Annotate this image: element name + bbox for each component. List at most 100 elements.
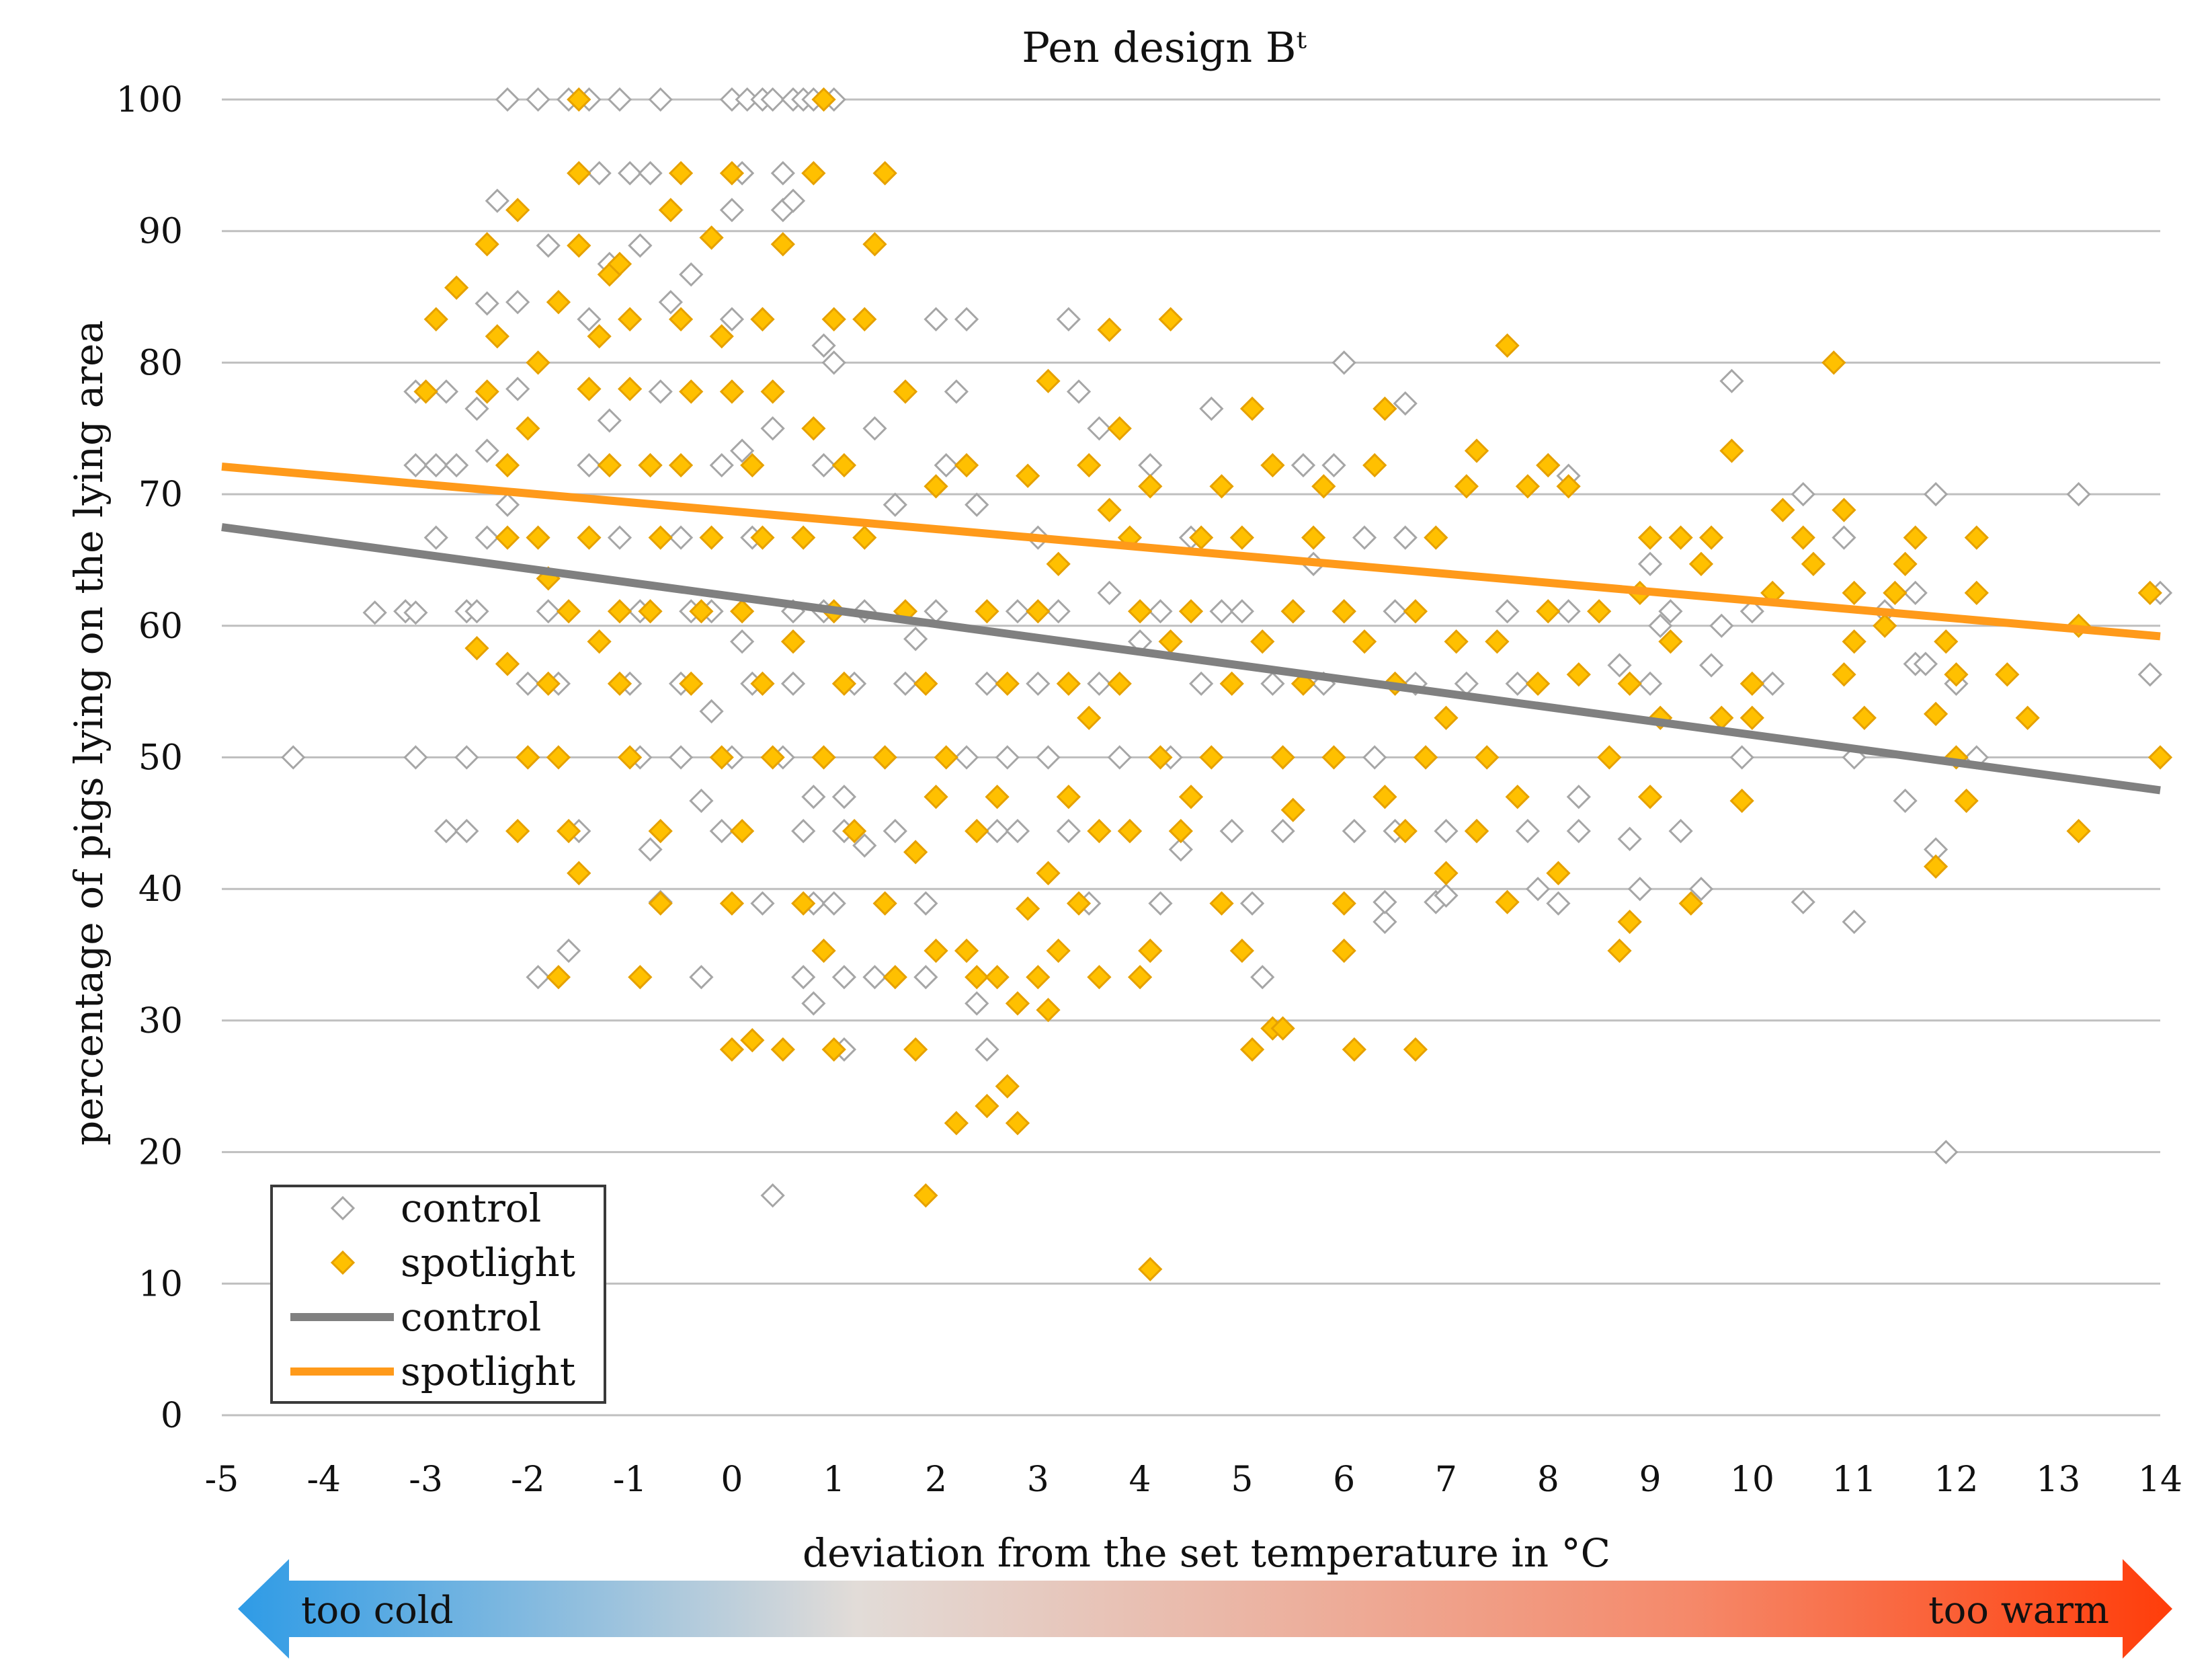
data-point-control (526, 965, 550, 990)
data-point-control (1321, 452, 1346, 478)
data-point-spotlight (699, 225, 724, 250)
data-point-control (618, 161, 643, 186)
y-tick-label: 40 (138, 869, 183, 910)
data-point-spotlight (1016, 463, 1040, 488)
data-point-control (444, 452, 469, 478)
data-point-control (2066, 481, 2091, 507)
data-point-spotlight (719, 1037, 745, 1062)
data-point-spotlight (893, 379, 918, 404)
data-point-control (1434, 883, 1459, 908)
data-point-control (1373, 910, 1397, 935)
data-point-spotlight (903, 840, 928, 865)
data-point-control (1699, 653, 1724, 678)
data-point-control (1026, 671, 1051, 697)
data-point-spotlight (1046, 939, 1071, 963)
data-point-control (1688, 877, 1714, 902)
data-point-spotlight (1352, 629, 1377, 654)
x-tick-label: 13 (2036, 1460, 2080, 1500)
data-point-spotlight (1873, 613, 1897, 638)
data-point-control (403, 600, 428, 625)
data-point-spotlight (1301, 525, 1326, 550)
data-point-control (862, 416, 887, 441)
data-point-spotlight (872, 745, 897, 770)
data-point-spotlight (709, 745, 734, 770)
data-point-spotlight (770, 1037, 795, 1062)
data-point-spotlight (1536, 452, 1561, 478)
data-point-spotlight (1077, 452, 1102, 478)
data-point-spotlight (1342, 1037, 1366, 1062)
data-point-control (689, 965, 714, 990)
data-point-spotlight (1791, 525, 1815, 550)
data-point-spotlight (1026, 599, 1051, 624)
data-point-spotlight (1046, 551, 1071, 576)
data-point-spotlight (1005, 1111, 1030, 1136)
data-point-spotlight (1607, 939, 1632, 963)
data-point-control (1393, 391, 1418, 416)
y-tick-label: 80 (138, 343, 183, 383)
data-point-control (689, 788, 714, 814)
data-point-control (780, 188, 806, 213)
x-tick-label: 2 (925, 1460, 947, 1500)
data-point-control (475, 438, 499, 463)
data-point-control (638, 161, 663, 186)
x-tick-label: -4 (306, 1460, 341, 1500)
data-point-spotlight (648, 891, 673, 916)
data-point-spotlight (1036, 861, 1061, 885)
data-point-control (1791, 889, 1815, 914)
data-point-spotlight (1158, 307, 1183, 331)
data-point-spotlight (1566, 662, 1591, 687)
data-point-spotlight (1158, 629, 1183, 654)
data-point-spotlight (954, 452, 979, 478)
data-point-spotlight (1056, 785, 1081, 809)
data-point-control (1209, 599, 1234, 624)
data-point-control (516, 671, 540, 697)
data-point-spotlight (1505, 785, 1530, 809)
data-point-control (1342, 818, 1366, 844)
data-point-spotlight (1852, 705, 1877, 730)
data-point-control (628, 233, 653, 258)
x-tick-label: -1 (613, 1460, 647, 1500)
data-point-spotlight (1934, 629, 1959, 654)
x-tick-label: 10 (1730, 1460, 1774, 1500)
data-point-spotlight (1219, 671, 1244, 697)
data-point-spotlight (526, 350, 550, 375)
data-point-spotlight (831, 671, 857, 697)
data-point-spotlight (1311, 474, 1336, 499)
data-point-control (954, 307, 979, 331)
data-point-control (1923, 481, 1949, 507)
data-point-spotlight (1699, 525, 1724, 550)
data-point-spotlight (1637, 525, 1663, 550)
data-point-spotlight (1587, 599, 1612, 624)
data-point-control (454, 745, 479, 770)
data-point-control (934, 452, 958, 478)
data-point-spotlight (913, 671, 938, 697)
data-point-spotlight (780, 629, 806, 654)
data-point-control (1097, 580, 1122, 605)
data-point-control (1046, 599, 1071, 624)
data-point-spotlight (1434, 705, 1459, 730)
data-point-control (1393, 525, 1418, 550)
data-point-control (730, 629, 755, 654)
data-point-spotlight (1709, 705, 1734, 730)
x-axis-label: deviation from the set temperature in °C (803, 1530, 1610, 1576)
data-point-spotlight (423, 307, 448, 331)
data-point-control (495, 492, 520, 517)
data-point-control (577, 307, 602, 331)
data-point-control (760, 87, 785, 112)
legend-marker-spotlight (330, 1250, 356, 1275)
data-point-control (403, 452, 428, 478)
data-point-spotlight (719, 891, 745, 916)
data-point-control (1138, 452, 1163, 478)
data-point-spotlight (1495, 333, 1520, 358)
data-point-spotlight (1954, 788, 1979, 814)
data-point-control (1199, 396, 1224, 422)
data-point-control (1332, 350, 1356, 375)
data-point-spotlight (954, 939, 979, 963)
data-point-control (434, 818, 459, 844)
data-point-spotlight (903, 1037, 928, 1062)
data-point-spotlight (464, 635, 489, 661)
data-point-spotlight (1036, 368, 1061, 393)
data-point-spotlight (1893, 551, 1918, 576)
data-point-spotlight (648, 818, 673, 844)
data-point-spotlight (791, 891, 816, 916)
